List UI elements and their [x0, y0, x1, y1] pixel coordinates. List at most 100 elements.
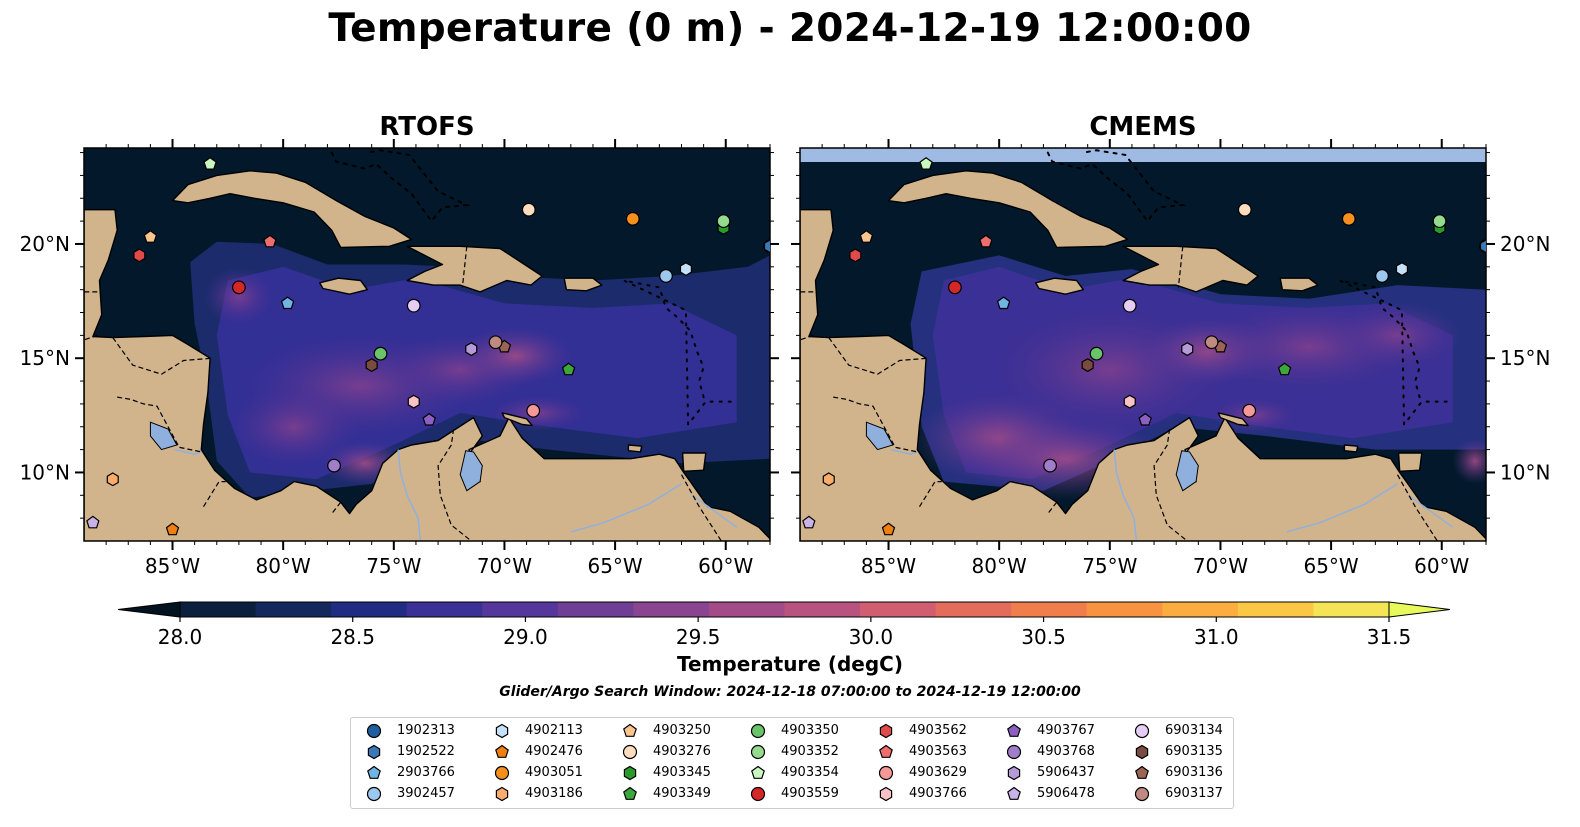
land-trinidad	[1397, 452, 1423, 472]
platform-marker-5906478	[802, 515, 816, 529]
country-border	[1177, 246, 1184, 288]
colorbar-tick-label: 31.0	[1194, 625, 1239, 649]
lesser-antilles	[1339, 279, 1452, 428]
legend-label: 1902522	[397, 744, 455, 759]
colorbar-tick-label: 28.0	[158, 625, 203, 649]
circle-marker-icon	[750, 786, 766, 802]
pentagon-marker-icon	[623, 723, 637, 737]
platform-marker-4903629	[1242, 403, 1257, 418]
legend-marker-6903135	[1135, 744, 1149, 760]
hexagon-marker-icon	[495, 723, 509, 739]
platform-marker-4903766	[1123, 394, 1136, 409]
colorbar-segment	[255, 602, 332, 617]
platform-marker-4902113	[1395, 262, 1408, 277]
axes-frame	[799, 147, 1487, 542]
colorbar-segment	[557, 602, 634, 617]
legend-marker-4903051	[494, 765, 510, 781]
platform-marker-4903767	[1138, 412, 1152, 426]
pentagon-marker-icon	[623, 786, 637, 800]
legend-label: 4903352	[781, 744, 839, 759]
platform-marker-6903135	[1081, 358, 1094, 373]
country-border	[918, 481, 942, 508]
legend-label: 4903768	[1037, 744, 1095, 759]
platform-marker-4903250	[859, 230, 874, 243]
lat-tick-label: 20°N	[1500, 232, 1550, 256]
axes-frame	[83, 147, 771, 542]
legend-label: 4903767	[1037, 723, 1095, 738]
platform-marker-4903768	[327, 458, 341, 473]
circle-marker-icon	[1134, 786, 1150, 802]
river	[692, 494, 738, 528]
river	[1113, 449, 1138, 541]
pentagon-marker-icon	[751, 765, 765, 779]
lon-tick-label: 75°W	[1082, 554, 1137, 578]
colorbar-frame	[179, 601, 1390, 618]
legend-marker-1902522	[367, 744, 381, 760]
lat-tick-label: 10°N	[20, 460, 70, 484]
land-hispaniola	[1122, 245, 1259, 293]
platform-marker-4902476	[165, 522, 180, 536]
bahamas	[1046, 149, 1187, 223]
platform-marker-4903352	[716, 214, 731, 229]
axes-rtofs: 85°W 80°W 75°W 70°W 65°W 60°W 10°N 15°N 20°N	[20, 139, 779, 578]
legend-marker-4903766	[879, 786, 893, 802]
platform-marker-4902476	[881, 522, 896, 536]
circle-marker-icon	[878, 765, 894, 781]
legend-marker-1902313	[366, 723, 382, 739]
platform-marker-5906437	[465, 342, 478, 357]
colorbar-segment	[860, 602, 937, 617]
land-puerto-rico	[563, 277, 603, 292]
legend-label: 4903051	[525, 765, 583, 780]
platform-marker-4903766	[407, 394, 420, 409]
colorbar-segment	[482, 602, 559, 617]
legend-label: 4903562	[909, 723, 967, 738]
platform-markers-cmems	[802, 156, 1486, 536]
country-border	[800, 334, 814, 341]
lat-tick-label: 10°N	[1500, 460, 1550, 484]
platform-marker-4903354	[919, 156, 933, 170]
panel-title-cmems: CMEMS	[1089, 112, 1197, 142]
legend-marker-4903349	[623, 786, 637, 800]
legend-label: 6903136	[1165, 765, 1223, 780]
circle-marker-icon	[1006, 744, 1022, 760]
colorbar-extend-high	[1388, 601, 1451, 618]
legend-marker-6903137	[1134, 786, 1150, 802]
circle-marker-icon	[366, 786, 382, 802]
platform-marker-4903767	[422, 412, 436, 426]
platform-marker-4903352	[1432, 214, 1447, 229]
legend-marker-5906437	[1007, 765, 1021, 781]
land-margarita	[627, 444, 643, 453]
legend-marker-4903350	[750, 723, 766, 739]
colorbar-segment	[633, 602, 710, 617]
country-border	[1396, 474, 1438, 541]
platform-markers-rtofs	[86, 156, 770, 536]
lon-tick-label: 70°W	[1193, 554, 1248, 578]
hexagon-marker-icon	[879, 786, 893, 802]
country-border	[461, 246, 468, 288]
lon-tick-label: 70°W	[477, 554, 532, 578]
colorbar-label: Temperature (degC)	[677, 652, 903, 676]
platform-marker-4903768	[1043, 458, 1057, 473]
platform-marker-4903349	[561, 362, 576, 376]
river	[890, 448, 918, 455]
lat-tick-label: 15°N	[1500, 346, 1550, 370]
legend-marker-6903134	[1134, 723, 1150, 739]
legend-marker-4903276	[622, 744, 638, 760]
lat-tick-label: 20°N	[20, 232, 70, 256]
land-hispaniola	[406, 245, 543, 293]
platform-marker-4903563	[263, 234, 277, 248]
platform-marker-3902457	[1375, 269, 1389, 283]
country-border	[1047, 501, 1058, 514]
platform-marker-6903135	[365, 358, 378, 373]
colorbar-segment	[1086, 602, 1163, 617]
lon-tick-label: 60°W	[1414, 554, 1469, 578]
circle-marker-icon	[622, 744, 638, 760]
legend-marker-4903250	[623, 723, 637, 737]
legend-marker-3902457	[366, 786, 382, 802]
hexagon-marker-icon	[495, 786, 509, 802]
sst-warm-patch	[1331, 301, 1464, 370]
bahamas	[330, 149, 471, 223]
land-cuba	[171, 170, 413, 249]
platform-marker-4903349	[1277, 362, 1292, 376]
